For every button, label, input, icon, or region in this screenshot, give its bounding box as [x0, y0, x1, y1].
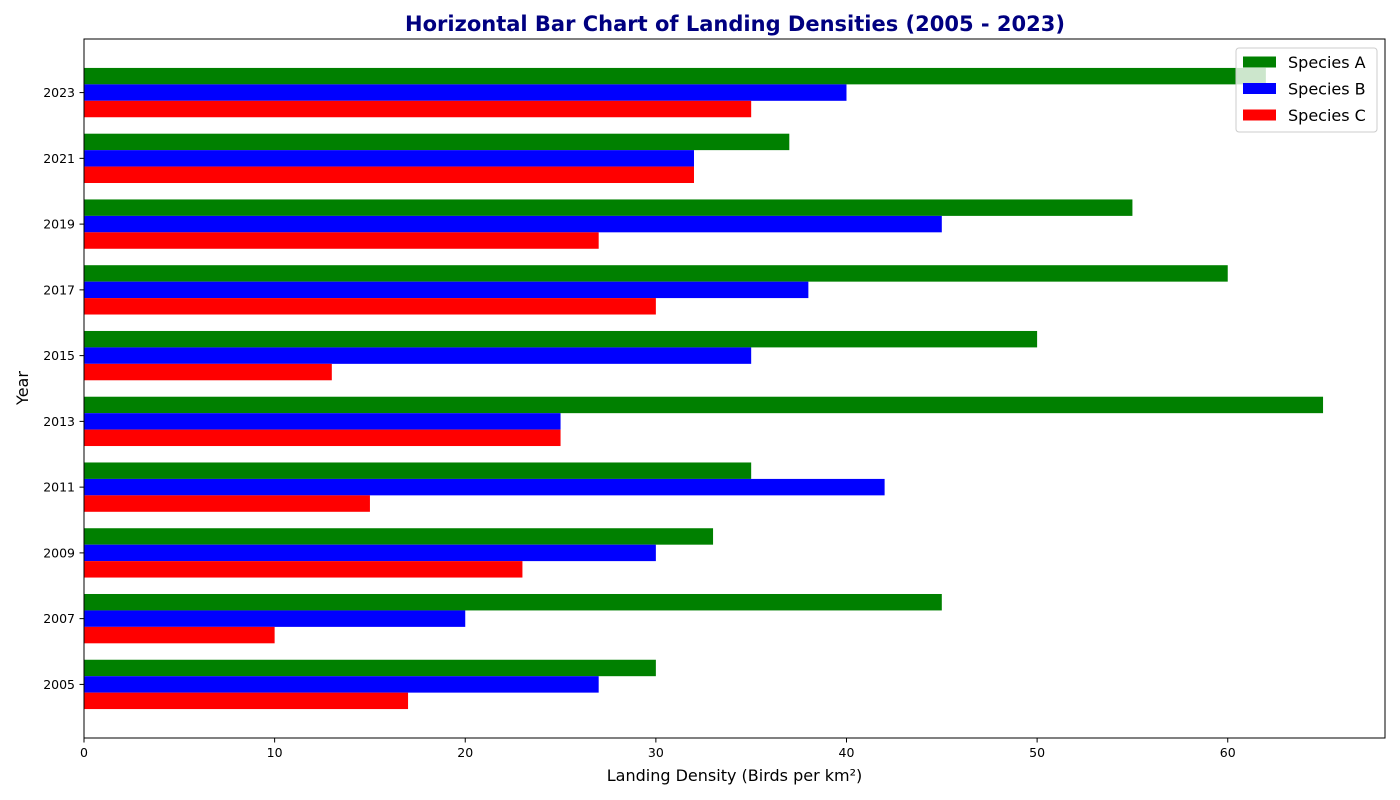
x-tick-label: 20: [457, 745, 473, 760]
bar-species-b-2021: [84, 150, 694, 167]
legend-swatch-species-b: [1243, 83, 1276, 94]
y-tick-label: 2005: [43, 677, 75, 692]
bar-species-b-2015: [84, 347, 752, 364]
bar-species-b-2017: [84, 281, 809, 299]
bar-species-c-2005: [84, 692, 409, 710]
bar-species-a-2019: [84, 199, 1133, 216]
bar-species-a-2013: [84, 396, 1324, 414]
axes-frame: [83, 38, 1386, 739]
x-tick-label: 0: [80, 745, 88, 760]
chart-title: Horizontal Bar Chart of Landing Densitie…: [405, 12, 1065, 36]
bar-species-b-2013: [84, 413, 561, 430]
x-tick-label: 60: [1220, 745, 1236, 760]
bar-species-b-2009: [84, 544, 656, 562]
bar-species-a-2017: [84, 265, 1228, 282]
bar-species-c-2023: [84, 100, 752, 118]
y-axis-ticks: 2005 2007 2009 2011 2013 2015 2017 2019 2021 2023: [43, 85, 84, 692]
legend-swatch-species-a: [1243, 56, 1276, 68]
x-tick-label: 40: [839, 745, 855, 760]
bar-species-b-2007: [84, 610, 466, 627]
bar-species-a-2023: [84, 67, 1266, 85]
bar-species-c-2015: [84, 363, 332, 381]
y-tick-label: 2011: [43, 480, 75, 495]
bar-species-c-2013: [84, 429, 561, 447]
bar-species-a-2005: [84, 659, 656, 677]
legend-label-species-b: Species B: [1288, 80, 1366, 99]
y-tick-label: 2015: [43, 348, 75, 363]
x-axis-label: Landing Density (Birds per km²): [607, 766, 862, 785]
bar-species-c-2017: [84, 298, 656, 315]
x-tick-label: 50: [1029, 745, 1045, 760]
bar-species-b-2023: [84, 84, 847, 101]
legend-label-species-c: Species C: [1288, 106, 1366, 125]
y-tick-label: 2013: [43, 414, 75, 429]
y-axis-label: Year: [13, 371, 32, 406]
plot-area: [84, 67, 1324, 710]
bar-species-b-2011: [84, 478, 885, 496]
bar-species-c-2019: [84, 232, 599, 249]
y-tick-label: 2017: [43, 282, 75, 297]
x-tick-label: 10: [267, 745, 283, 760]
bar-species-c-2009: [84, 561, 523, 578]
bar-species-b-2019: [84, 215, 942, 233]
legend-swatch-species-c: [1243, 109, 1276, 121]
y-tick-label: 2019: [43, 217, 75, 232]
bar-species-c-2007: [84, 626, 275, 644]
bar-species-c-2011: [84, 495, 370, 512]
y-tick-label: 2007: [43, 611, 75, 626]
x-axis-ticks: 0 10 20 30 40 50 60: [80, 738, 1236, 760]
bar-species-a-2009: [84, 528, 714, 545]
bar-species-b-2005: [84, 676, 599, 693]
x-tick-label: 30: [648, 745, 664, 760]
legend-label-species-a: Species A: [1288, 53, 1366, 72]
bar-species-c-2021: [84, 166, 694, 184]
y-tick-label: 2023: [43, 85, 75, 100]
bar-species-a-2007: [84, 593, 942, 611]
legend: Species A Species B Species C: [1235, 47, 1378, 133]
y-tick-label: 2009: [43, 545, 75, 560]
bar-species-a-2021: [84, 133, 790, 151]
y-tick-label: 2021: [43, 151, 75, 166]
bar-species-a-2011: [84, 462, 752, 479]
bar-species-a-2015: [84, 330, 1038, 348]
